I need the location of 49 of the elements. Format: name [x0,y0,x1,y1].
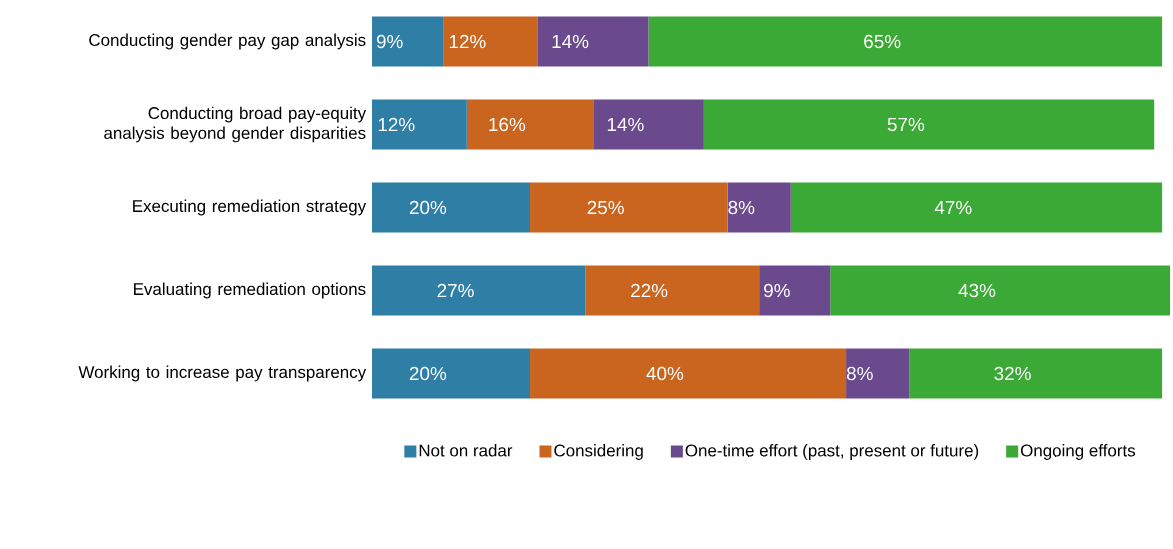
bar [530,348,847,399]
data-label: 12% [378,117,415,132]
y-tick-label: Working to increase pay transparency [78,365,367,382]
data-label: 57% [887,117,925,132]
bar [846,348,910,399]
bar [830,265,1171,316]
data-label: 9% [764,283,790,298]
bar [759,265,831,316]
bar [909,348,1163,399]
y-tick-label: Evaluating remediation options [134,282,366,299]
bar [585,265,760,316]
data-label: 25% [587,200,624,215]
bar [372,99,467,150]
bar [372,182,531,233]
bar [372,265,586,316]
bar [727,182,791,233]
legend-label: Not on radar [419,444,513,457]
y-tick-label: Conducting broad pay-equity analysis beyond gender disparities [104,106,367,143]
y-tick-label: Executing remediation strategy [133,199,367,216]
data-label: 14% [607,117,644,132]
y-tick-label: Conducting gender pay gap analysis [89,33,366,50]
bar [593,99,704,150]
bar [790,182,1163,233]
bar [372,348,531,399]
legend-label: Considering [554,444,643,460]
data-label: 27% [437,283,474,298]
data-label: 8% [728,200,755,215]
data-label: 32% [994,366,1031,381]
data-label: 20% [409,366,447,381]
data-label: 8% [846,366,873,381]
data-label: 9% [376,34,403,49]
data-label: 40% [646,366,684,381]
bar [648,16,1163,67]
bar [372,16,444,67]
data-label: 43% [958,283,996,298]
data-label: 65% [864,34,901,49]
legend-label: One-time effort (past, present or future) [685,444,979,460]
bar [703,99,1155,150]
bar [443,16,538,67]
bar [530,182,728,233]
bar [537,16,649,67]
bar [466,99,594,150]
data-label: 22% [631,283,668,298]
data-label: 14% [552,34,589,49]
data-label: 12% [449,34,486,49]
legend-label: Ongoing efforts [1020,444,1136,460]
data-label: 20% [409,200,447,215]
data-label: 16% [489,117,526,132]
data-label: 47% [934,200,972,215]
